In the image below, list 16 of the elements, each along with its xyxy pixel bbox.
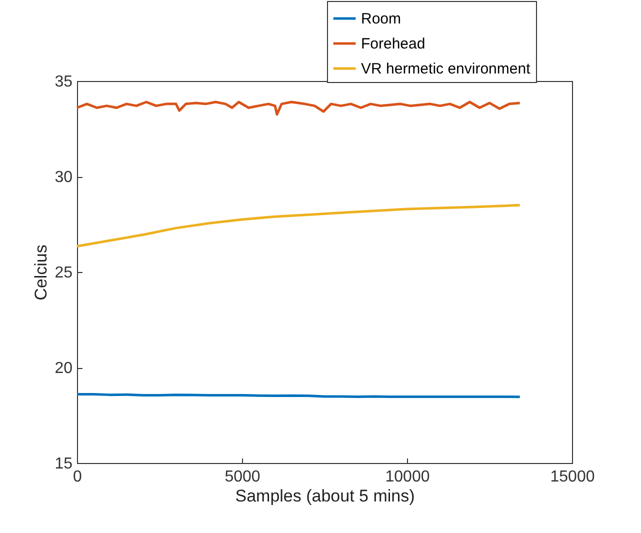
y-tick-label: 15 [54,456,73,472]
legend-label: Forehead [361,36,426,52]
y-axis-title: Celcius [32,244,51,300]
line-series [76,204,522,248]
x-tick-label: 5000 [224,468,260,486]
y-tick-label: 35 [54,74,73,90]
y-tick-label: 20 [54,360,73,377]
y-tick-label: 30 [54,169,73,186]
line-series [76,100,522,116]
x-tick-label: 10000 [385,468,430,486]
x-tick-label: 0 [73,468,82,486]
legend-label: VR hermetic environment [361,60,532,78]
x-axis-title: Samples (about 5 mins) [235,486,415,506]
legend-label: Room [361,10,402,28]
x-tick-label: 15000 [550,468,595,486]
y-tick-label: 25 [54,264,73,282]
